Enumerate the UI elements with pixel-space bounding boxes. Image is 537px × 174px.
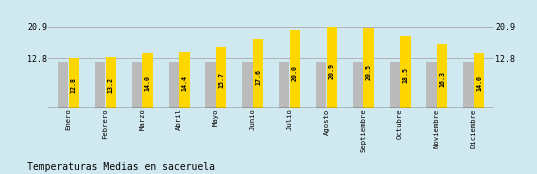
Bar (142, 53, 153, 108)
Bar (242, 62, 252, 108)
Bar (179, 52, 190, 108)
Text: 13.2: 13.2 (108, 77, 114, 93)
Bar (326, 27, 337, 108)
Bar (132, 62, 142, 108)
Bar (206, 62, 216, 108)
Bar (316, 62, 326, 108)
Bar (400, 36, 411, 108)
Bar (474, 53, 484, 108)
Bar (95, 62, 105, 108)
Text: 14.0: 14.0 (476, 75, 482, 91)
Text: 14.0: 14.0 (144, 75, 150, 91)
Text: 20.9: 20.9 (329, 63, 335, 79)
Bar (353, 62, 363, 108)
Bar (169, 62, 179, 108)
Bar (437, 45, 447, 108)
Bar (290, 30, 300, 108)
Text: 12.8: 12.8 (71, 77, 77, 93)
Bar (58, 62, 68, 108)
Text: 14.4: 14.4 (182, 75, 187, 91)
Text: 20.5: 20.5 (366, 64, 372, 80)
Text: 17.6: 17.6 (255, 69, 261, 85)
Bar (279, 62, 289, 108)
Bar (106, 57, 116, 108)
Bar (253, 39, 263, 108)
Text: Temperaturas Medias en saceruela: Temperaturas Medias en saceruela (27, 162, 215, 172)
Text: 18.5: 18.5 (402, 68, 409, 84)
Bar (216, 47, 227, 108)
Text: 20.0: 20.0 (292, 65, 298, 81)
Text: 16.3: 16.3 (439, 71, 445, 87)
Bar (364, 28, 374, 108)
Bar (390, 62, 400, 108)
Text: 15.7: 15.7 (218, 72, 224, 88)
Bar (426, 62, 437, 108)
Bar (463, 62, 474, 108)
Bar (69, 58, 79, 108)
